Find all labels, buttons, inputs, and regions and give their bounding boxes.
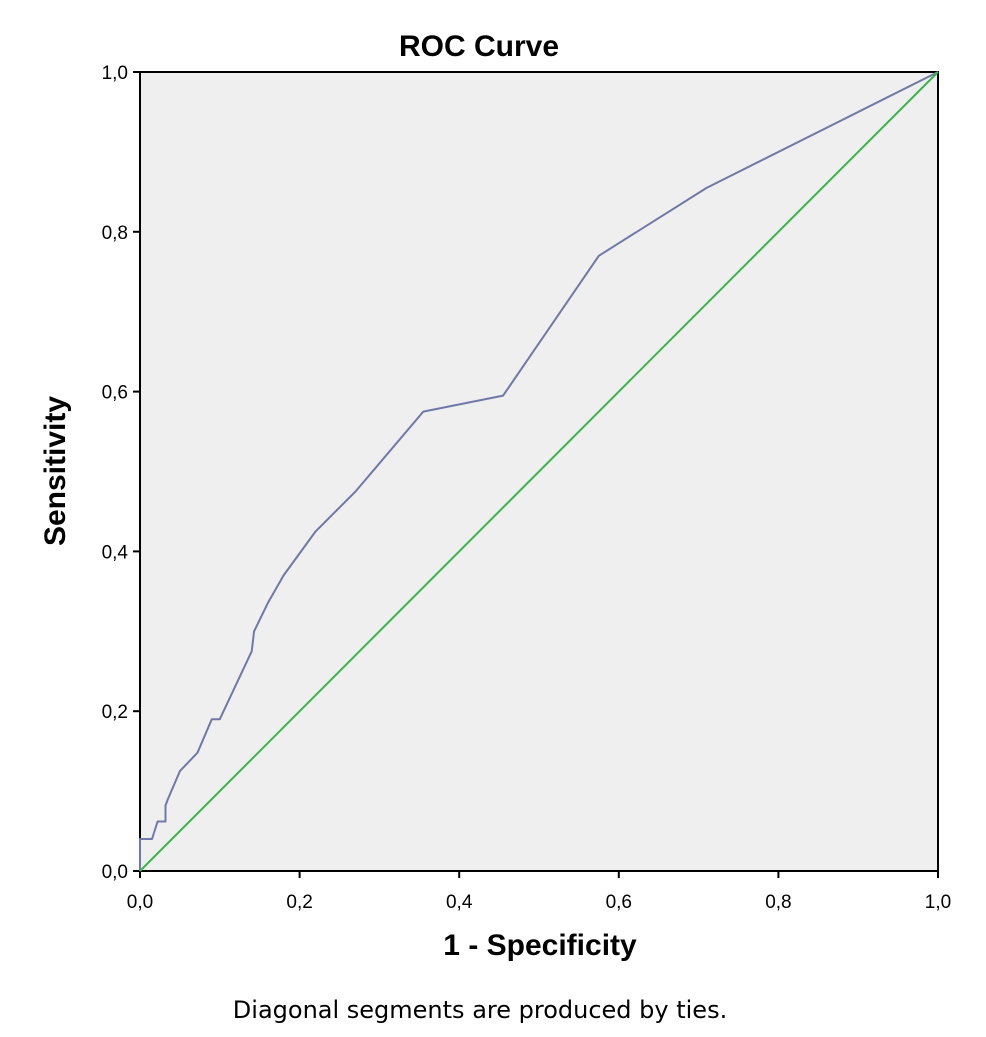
y-tick-label: 1,0 xyxy=(102,63,128,84)
y-axis-title: Sensitivity xyxy=(39,396,72,546)
ticks-layer: 0,0 0,2 0,4 0,6 0,8 1,0 0,0 0,2 0,4 0,6 0,8 1,0 xyxy=(102,63,952,913)
x-axis-title: 1 - Specificity xyxy=(443,929,637,962)
y-tick-label: 0,8 xyxy=(102,223,128,244)
series-layer xyxy=(139,71,939,872)
y-tick-label: 0,4 xyxy=(102,542,129,563)
y-tick-label: 0,6 xyxy=(102,383,128,404)
chart-title: ROC Curve xyxy=(399,30,559,63)
x-tick-label: 0,2 xyxy=(286,892,312,913)
reference-diagonal-line xyxy=(139,71,939,872)
roc-curve-line xyxy=(139,71,939,871)
y-tick-label: 0,0 xyxy=(102,862,128,883)
y-tick-label: 0,2 xyxy=(102,702,128,723)
x-tick-label: 0,0 xyxy=(127,892,153,913)
x-tick-label: 1,0 xyxy=(925,892,951,913)
chart-footnote: Diagonal segments are produced by ties. xyxy=(233,996,727,1024)
x-tick-label: 0,4 xyxy=(446,892,473,913)
x-tick-label: 0,6 xyxy=(606,892,632,913)
x-tick-label: 0,8 xyxy=(765,892,791,913)
